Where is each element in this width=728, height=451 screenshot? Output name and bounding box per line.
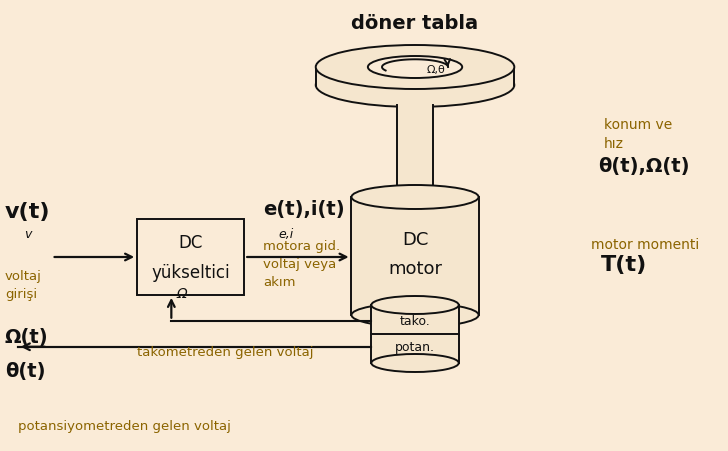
Text: e,i: e,i (278, 227, 293, 240)
Ellipse shape (352, 186, 478, 210)
Bar (316, 68, 514, 86)
Text: v: v (24, 227, 31, 240)
Text: Ω,θ: Ω,θ (427, 65, 446, 75)
Text: voltaj
girişi: voltaj girişi (5, 269, 41, 300)
Text: Ω: Ω (176, 286, 187, 300)
Text: tako.: tako. (400, 314, 430, 327)
Ellipse shape (316, 64, 514, 108)
Text: θ(t): θ(t) (5, 361, 45, 380)
Text: konum ve
hız: konum ve hız (604, 118, 672, 151)
Text: v(t): v(t) (5, 202, 50, 221)
Text: DC
motor: DC motor (388, 230, 442, 278)
Text: e(t),i(t): e(t),i(t) (263, 199, 345, 219)
Ellipse shape (316, 46, 514, 90)
Text: T(t): T(t) (601, 254, 647, 274)
Text: potan.: potan. (395, 341, 435, 354)
Bar (371, 305, 459, 363)
Ellipse shape (368, 57, 462, 79)
Bar (352, 198, 478, 315)
Ellipse shape (352, 304, 478, 327)
Text: θ(t),Ω(t): θ(t),Ω(t) (598, 156, 689, 175)
Text: takometreden gelen voltaj: takometreden gelen voltaj (137, 345, 314, 358)
Ellipse shape (371, 354, 459, 372)
Bar (397, 106, 433, 198)
Text: Ω(t): Ω(t) (5, 327, 49, 346)
Bar (137, 220, 245, 295)
Text: döner tabla: döner tabla (352, 14, 478, 33)
Ellipse shape (371, 296, 459, 314)
Text: potansiyometreden gelen voltaj: potansiyometreden gelen voltaj (18, 419, 231, 432)
Text: DC
yükseltici: DC yükseltici (151, 234, 230, 281)
Text: motor momenti: motor momenti (590, 238, 699, 252)
Text: motora gid.
voltaj veya
akım: motora gid. voltaj veya akım (263, 239, 340, 288)
